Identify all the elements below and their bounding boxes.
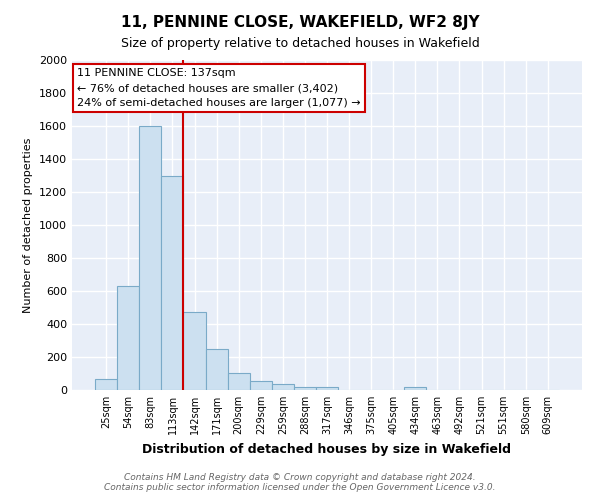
Bar [95, 380, 117, 390]
Bar [250, 381, 272, 390]
Bar [161, 176, 184, 390]
Text: 11, PENNINE CLOSE, WAKEFIELD, WF2 8JY: 11, PENNINE CLOSE, WAKEFIELD, WF2 8JY [121, 15, 479, 30]
Bar [227, 372, 250, 390]
Text: 11 PENNINE CLOSE: 137sqm
← 76% of detached houses are smaller (3,402)
24% of sem: 11 PENNINE CLOSE: 137sqm ← 76% of detach… [77, 68, 361, 108]
Bar [184, 312, 206, 390]
Bar [404, 386, 427, 390]
Bar [294, 386, 316, 390]
Bar [272, 384, 294, 390]
Text: Size of property relative to detached houses in Wakefield: Size of property relative to detached ho… [121, 38, 479, 51]
X-axis label: Distribution of detached houses by size in Wakefield: Distribution of detached houses by size … [143, 442, 511, 456]
Y-axis label: Number of detached properties: Number of detached properties [23, 138, 34, 312]
Bar [206, 349, 227, 390]
Bar [117, 286, 139, 390]
Bar [316, 386, 338, 390]
Text: Contains HM Land Registry data © Crown copyright and database right 2024.
Contai: Contains HM Land Registry data © Crown c… [104, 473, 496, 492]
Bar [139, 126, 161, 390]
